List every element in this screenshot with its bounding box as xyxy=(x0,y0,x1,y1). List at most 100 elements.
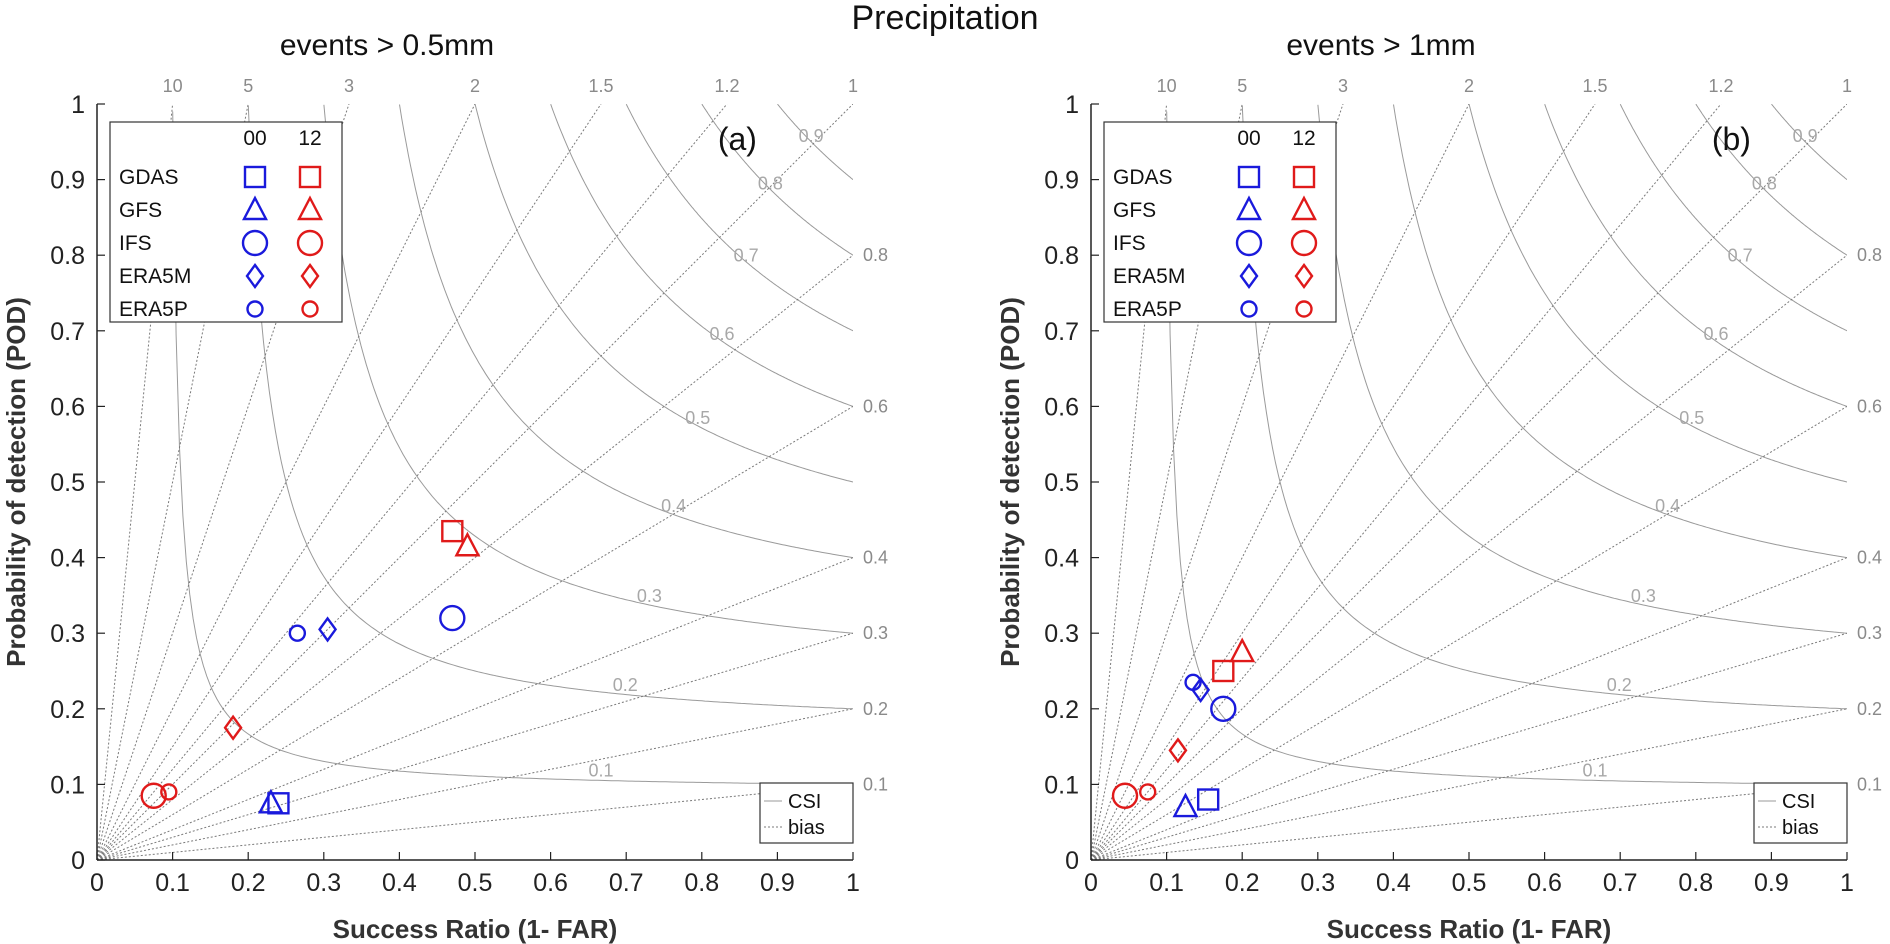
legend-entry-label: ERA5M xyxy=(1113,265,1185,288)
csi-contour xyxy=(1393,104,1847,559)
csi-contour xyxy=(701,104,853,256)
bias-line xyxy=(97,104,249,860)
point-era5p-12 xyxy=(1138,783,1157,801)
csi-contour xyxy=(1317,104,1847,634)
csi-contour xyxy=(1619,104,1847,332)
point-gfs-00 xyxy=(1172,792,1199,818)
bias-label-right: 0.6 xyxy=(863,396,888,416)
csi-legend-label: CSI xyxy=(1782,791,1815,813)
bias-label-top: 1 xyxy=(1842,76,1852,96)
line-legend-box xyxy=(759,782,854,844)
y-tick-label: 0.5 xyxy=(50,469,85,497)
legend-marker-00 xyxy=(1236,195,1262,221)
bias-label-right: 0.1 xyxy=(863,774,888,794)
y-tick-label: 0.7 xyxy=(1044,318,1079,346)
x-tick-label: 0 xyxy=(90,869,104,897)
y-tick-label: 0.4 xyxy=(1044,545,1079,573)
bias-legend-label: bias xyxy=(1782,817,1819,839)
bias-label-top: 2 xyxy=(470,76,480,96)
point-era5p-00 xyxy=(1184,673,1202,692)
legend-marker-00 xyxy=(241,229,269,257)
y-tick-label: 0.7 xyxy=(50,318,85,346)
y-tick-label: 0 xyxy=(71,847,85,875)
x-tick-label: 0.1 xyxy=(1149,869,1184,897)
legend-marker-00 xyxy=(1239,262,1259,290)
csi-contour-label: 0.9 xyxy=(1793,126,1818,146)
chart-panel-b: 0.10.20.30.40.50.60.70.80.910 5 3 2 1.5 1.2 10… xyxy=(995,29,1882,944)
legend-entry-label: ERA5P xyxy=(119,298,188,321)
y-tick-label: 0.3 xyxy=(50,620,85,648)
point-era5m-12 xyxy=(223,714,243,741)
y-tick-label: 0.3 xyxy=(1044,620,1079,648)
legend-entry-label: ERA5M xyxy=(119,265,191,288)
legend-box xyxy=(1103,121,1337,323)
x-tick-label: 0.4 xyxy=(382,869,417,897)
line-legend: CSI bias xyxy=(759,782,854,844)
csi-contour-label: 0.4 xyxy=(661,496,686,516)
figure-title: Precipitation xyxy=(851,0,1039,37)
csi-contour-label: 0.5 xyxy=(685,408,710,428)
bias-label-right: 0.8 xyxy=(863,245,888,265)
csi-contour-label: 0.6 xyxy=(1703,324,1728,344)
y-tick-label: 0.8 xyxy=(1044,242,1079,270)
csi-legend-label: CSI xyxy=(788,791,821,813)
csi-contour xyxy=(1695,104,1847,256)
csi-contour-label: 0.1 xyxy=(589,761,614,781)
csi-contour-label: 0.7 xyxy=(734,245,759,265)
bias-line xyxy=(1091,632,1847,860)
legend-entry-label: GFS xyxy=(1113,199,1156,222)
x-tick-label: 0.2 xyxy=(1225,869,1260,897)
bias-label-right: 0.1 xyxy=(1857,774,1882,794)
y-axis-label: Probability of detection (POD) xyxy=(1,297,31,667)
csi-contour-label: 0.5 xyxy=(1679,408,1704,428)
x-tick-label: 0 xyxy=(1084,869,1098,897)
x-tick-label: 0.9 xyxy=(1754,869,1789,897)
legend-marker-12 xyxy=(296,229,324,257)
bias-label-top: 1.5 xyxy=(1582,76,1607,96)
bias-line xyxy=(97,104,476,860)
csi-contour xyxy=(1771,104,1847,181)
y-tick-label: 1 xyxy=(71,91,85,119)
data-points xyxy=(140,519,481,815)
bias-line xyxy=(1091,104,1470,860)
plot-area xyxy=(1091,104,1847,860)
csi-contour xyxy=(399,104,853,559)
x-tick-label: 0.6 xyxy=(1527,869,1562,897)
y-tick-label: 0.4 xyxy=(50,545,85,573)
legend-marker-00 xyxy=(245,262,265,290)
legend-entry-label: GFS xyxy=(119,199,162,222)
csi-contour xyxy=(1166,111,1847,785)
legend-marker-12 xyxy=(1291,195,1317,221)
bias-line xyxy=(97,104,602,860)
x-tick-label: 0.2 xyxy=(231,869,266,897)
line-legend-box xyxy=(1753,782,1848,844)
data-points xyxy=(1111,637,1256,818)
bias-line xyxy=(1091,104,1243,860)
bias-label-top: 3 xyxy=(344,76,354,96)
bias-label-right: 0.4 xyxy=(1857,548,1882,568)
csi-contour xyxy=(1468,104,1847,483)
legend-marker-12 xyxy=(298,165,322,189)
legend-entry-label: IFS xyxy=(1113,232,1146,255)
point-ifs-12 xyxy=(140,782,167,809)
y-tick-label: 0.6 xyxy=(1044,393,1079,421)
panel-title: events > 1mm xyxy=(1286,29,1475,62)
x-tick-label: 1 xyxy=(1840,869,1854,897)
bias-line xyxy=(97,708,853,860)
legend-marker-12 xyxy=(1295,300,1313,318)
bias-label-right: 0.6 xyxy=(1857,396,1882,416)
legend-marker-12 xyxy=(1294,262,1314,290)
bias-label-top: 1.2 xyxy=(1708,76,1733,96)
bias-label-top: 1.5 xyxy=(588,76,613,96)
csi-contour-label: 0.2 xyxy=(1607,675,1632,695)
csi-contour xyxy=(172,111,853,785)
point-gdas-00 xyxy=(1196,788,1220,811)
y-tick-label: 0.9 xyxy=(1044,167,1079,195)
point-ifs-00 xyxy=(439,604,466,632)
panel-title: events > 0.5mm xyxy=(280,29,494,62)
legend-marker-00 xyxy=(242,195,268,221)
bias-line xyxy=(1091,104,1596,860)
legend-entry-label: IFS xyxy=(119,232,152,255)
legend-entry-label: ERA5P xyxy=(1113,298,1182,321)
